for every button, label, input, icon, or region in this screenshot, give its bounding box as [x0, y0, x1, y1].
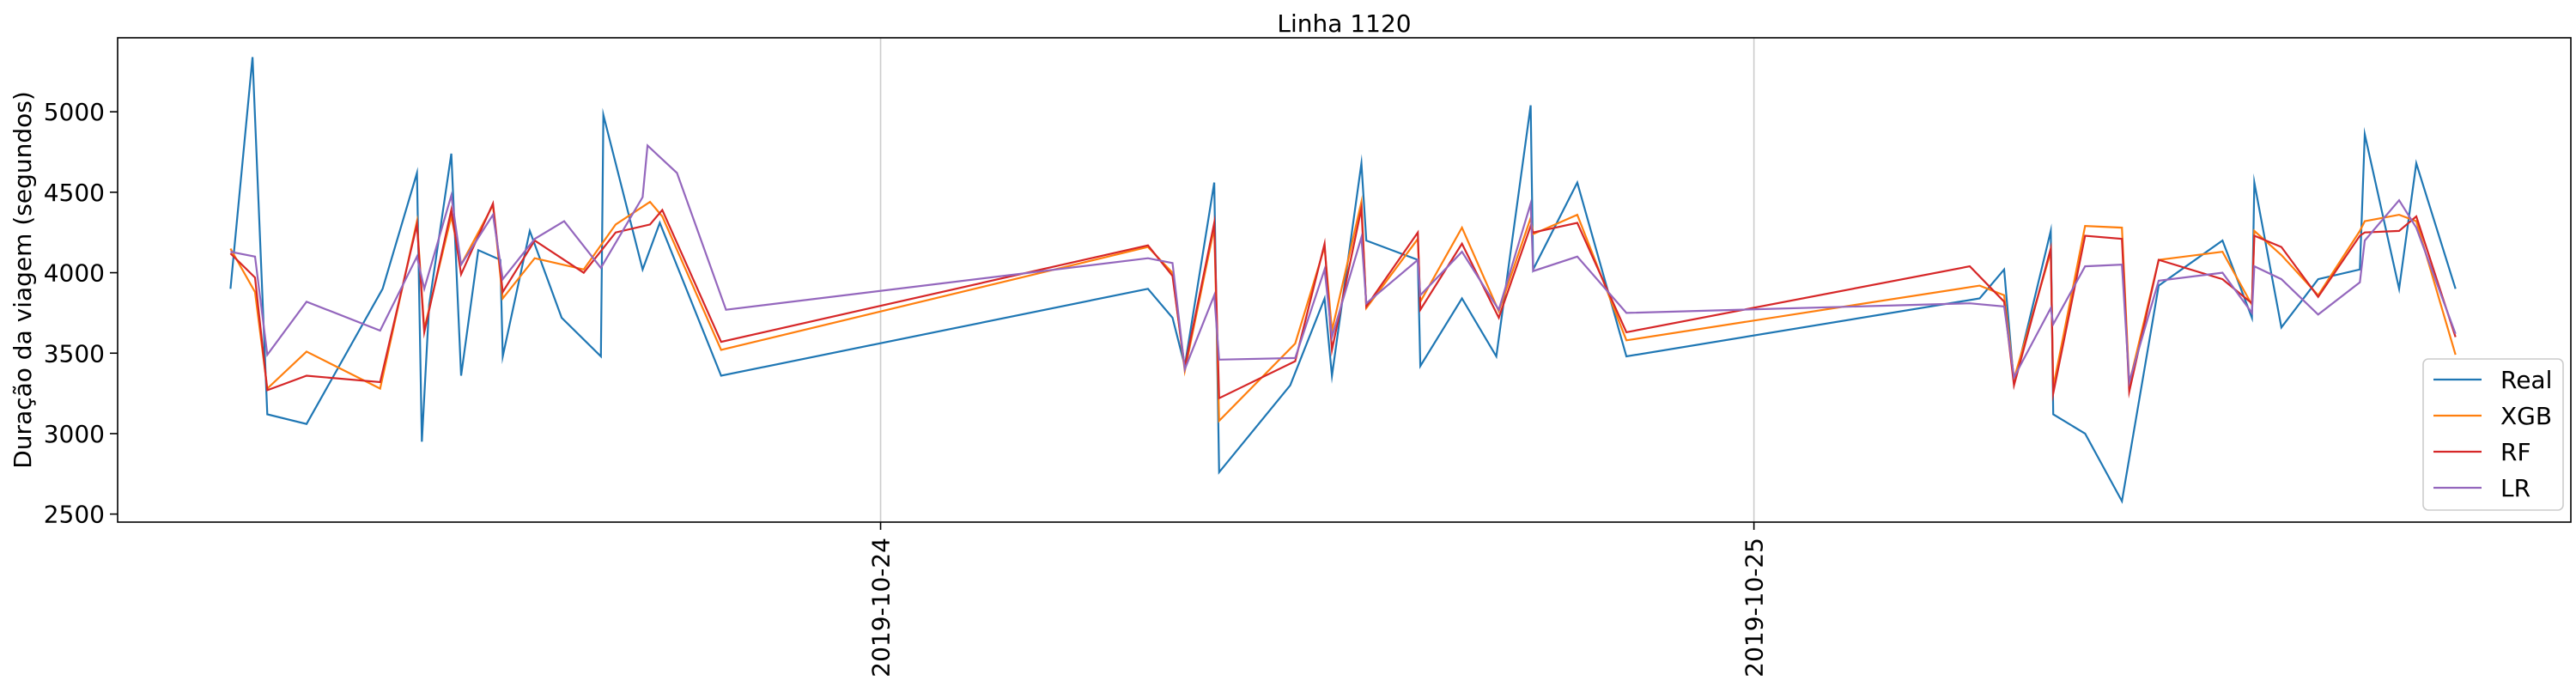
legend-box — [2422, 358, 2564, 511]
chart-title: Linha 1120 — [1277, 9, 1411, 38]
legend-label: Real — [2500, 366, 2552, 394]
series-lines — [229, 57, 2457, 504]
x-axis: 2019-10-24 2019-10-25 — [867, 522, 1769, 678]
legend-label: RF — [2500, 438, 2531, 466]
y-axis: 2500 3000 3500 4000 4500 5000 — [44, 98, 118, 529]
plot-frame — [117, 37, 2572, 523]
grid-lines — [879, 38, 1755, 522]
y-tick-label: 4000 — [44, 259, 105, 288]
legend: Real XGB RF LR — [2422, 358, 2564, 511]
y-axis-label: Duração da viagem (segundos) — [9, 91, 37, 469]
legend-label: XGB — [2500, 402, 2552, 430]
y-tick-label: 4500 — [44, 179, 105, 207]
y-tick-label: 5000 — [44, 98, 105, 126]
x-tick-label: 2019-10-25 — [1741, 538, 1769, 678]
legend-label: LR — [2500, 474, 2530, 502]
y-tick-label: 2500 — [44, 501, 105, 529]
series-line-lr — [230, 143, 2457, 388]
y-tick-label: 3000 — [44, 420, 105, 448]
x-tick-label: 2019-10-24 — [867, 538, 896, 678]
y-tick-label: 3500 — [44, 339, 105, 368]
series-line-rf — [229, 199, 2457, 403]
